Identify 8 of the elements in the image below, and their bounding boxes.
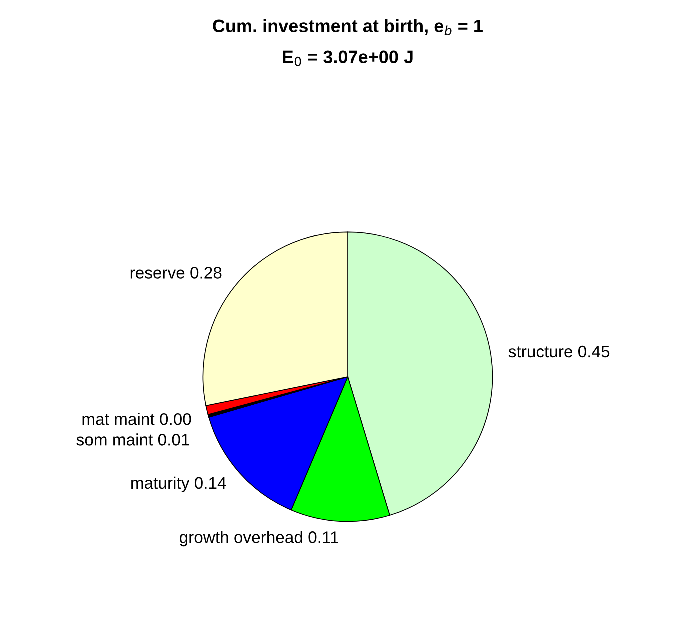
slice-label: som maint 0.01 — [76, 434, 190, 446]
chart-subtitle: E$_{0}$ = 3.07e+00 J — [283, 50, 413, 66]
slice-label: mat maint 0.00 — [82, 413, 192, 426]
slice-label: maturity 0.14 — [132, 476, 226, 492]
slice-label: reserve 0.28 — [130, 267, 222, 279]
chart-title: Cum. investment at birth, e$_{b}$ = 1 — [213, 19, 483, 36]
slice-label: structure 0.45 — [508, 346, 610, 358]
slice-label: growth overhead 0.11 — [180, 531, 338, 547]
